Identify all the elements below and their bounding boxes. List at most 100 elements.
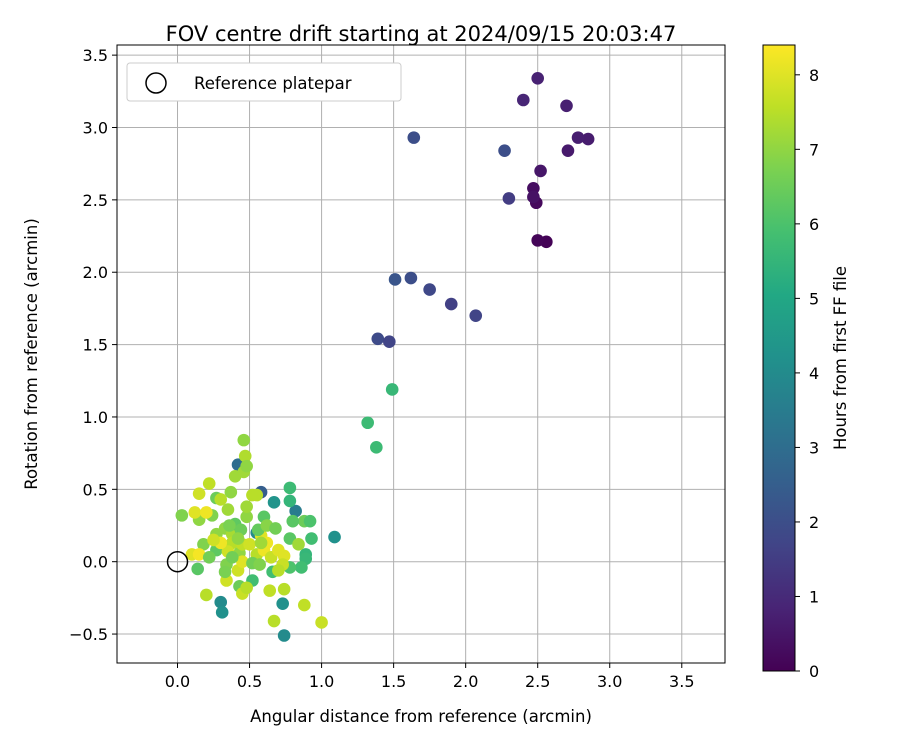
data-point: [197, 538, 210, 551]
data-point: [238, 449, 252, 463]
data-point: [502, 192, 516, 205]
colorbar-tick-label: 0: [809, 662, 819, 681]
data-point: [276, 597, 289, 610]
plot-frame: [116, 44, 726, 664]
data-point: [305, 532, 318, 545]
data-point: [236, 555, 249, 568]
data-point: [202, 477, 216, 490]
data-point: [215, 606, 229, 619]
y-axis-ticks: −0.5 0.0 0.5 1.0 1.5 2.0 2.5 3.0 3.5: [69, 46, 117, 644]
y-tick-label: 2.5: [83, 191, 108, 210]
y-tick-label: 1.0: [83, 408, 108, 427]
data-point: [272, 564, 285, 577]
grid: [117, 45, 725, 663]
data-point: [527, 190, 540, 204]
data-point: [292, 538, 305, 551]
colorbar-tick-label: 5: [809, 289, 819, 308]
data-point: [240, 459, 253, 473]
data-point: [383, 335, 396, 348]
data-point: [175, 509, 189, 522]
data-point: [361, 416, 374, 430]
colorbar-ticks: 0 1 2 3 4 5 6 7 8: [795, 66, 819, 681]
data-point: [192, 487, 206, 500]
data-point: [200, 588, 213, 602]
data-point: [423, 283, 436, 296]
y-tick-label: 2.0: [83, 263, 108, 282]
data-point: [277, 629, 291, 642]
colorbar-tick-label: 7: [809, 140, 819, 159]
data-point: [407, 131, 421, 144]
data-point: [240, 581, 253, 595]
x-tick-label: 3.0: [597, 672, 622, 691]
colorbar-tick-label: 2: [809, 513, 819, 532]
y-tick-label: 3.5: [83, 46, 108, 65]
colorbar-tick-label: 1: [809, 587, 819, 606]
colorbar-tick-label: 6: [809, 215, 819, 234]
data-point: [231, 532, 245, 545]
colorbar: 0 1 2 3 4 5 6 7 8 Hours from first FF file: [762, 44, 850, 681]
data-point: [571, 131, 585, 144]
data-points: [175, 71, 595, 642]
x-axis-title: Angular distance from reference (arcmin): [250, 707, 592, 726]
data-point: [267, 496, 281, 509]
data-point: [263, 584, 277, 597]
data-point: [531, 71, 545, 85]
x-tick-label: 3.5: [669, 672, 694, 691]
data-point: [286, 514, 300, 528]
y-tick-label: 0.5: [83, 480, 108, 499]
x-tick-label: 0.0: [165, 672, 190, 691]
legend-marker: [145, 72, 167, 94]
x-tick-label: 1.0: [309, 672, 334, 691]
data-point: [243, 538, 256, 551]
data-point: [315, 616, 328, 629]
data-point: [191, 562, 204, 576]
data-point: [250, 488, 264, 502]
data-point: [188, 506, 202, 519]
data-point: [214, 595, 228, 609]
data-point: [200, 506, 213, 519]
colorbar-tick-label: 3: [809, 438, 819, 457]
colorbar-title: Hours from first FF file: [831, 266, 850, 450]
data-point: [581, 132, 595, 146]
chart-title: FOV centre drift starting at 2024/09/15 …: [166, 22, 677, 46]
data-point: [498, 144, 511, 157]
data-point: [253, 558, 266, 571]
data-point: [297, 598, 311, 612]
x-axis-ticks: 0.0 0.5 1.0 1.5 2.0 2.5 3.0 3.5: [165, 663, 695, 691]
y-tick-label: 0.0: [83, 553, 108, 572]
data-point: [277, 582, 291, 596]
data-point: [283, 481, 297, 495]
x-tick-label: 0.5: [237, 672, 262, 691]
x-tick-label: 2.5: [525, 672, 550, 691]
legend-box: [126, 62, 402, 102]
data-point: [224, 485, 238, 499]
data-point: [269, 522, 282, 535]
data-point: [444, 297, 458, 311]
legend: Reference platepar: [126, 62, 402, 102]
data-point: [240, 500, 253, 513]
data-point: [223, 519, 236, 532]
data-point: [237, 433, 251, 447]
data-point: [371, 332, 385, 346]
y-tick-label: −0.5: [69, 625, 108, 644]
data-point: [388, 273, 402, 286]
y-tick-label: 3.0: [83, 118, 108, 137]
legend-label: Reference platepar: [194, 74, 352, 93]
data-point: [534, 164, 547, 178]
data-point: [370, 441, 383, 454]
data-point: [295, 561, 308, 574]
data-point: [469, 309, 483, 322]
data-point: [404, 271, 418, 285]
data-point: [267, 614, 281, 628]
x-tick-label: 1.5: [381, 672, 406, 691]
colorbar-gradient: [762, 44, 796, 672]
data-point: [283, 494, 297, 508]
colorbar-tick-label: 8: [809, 66, 819, 85]
data-point: [303, 514, 317, 528]
y-tick-label: 1.5: [83, 336, 108, 355]
reference-point-marker: [166, 550, 189, 573]
data-point: [214, 493, 228, 506]
data-point: [561, 144, 575, 157]
